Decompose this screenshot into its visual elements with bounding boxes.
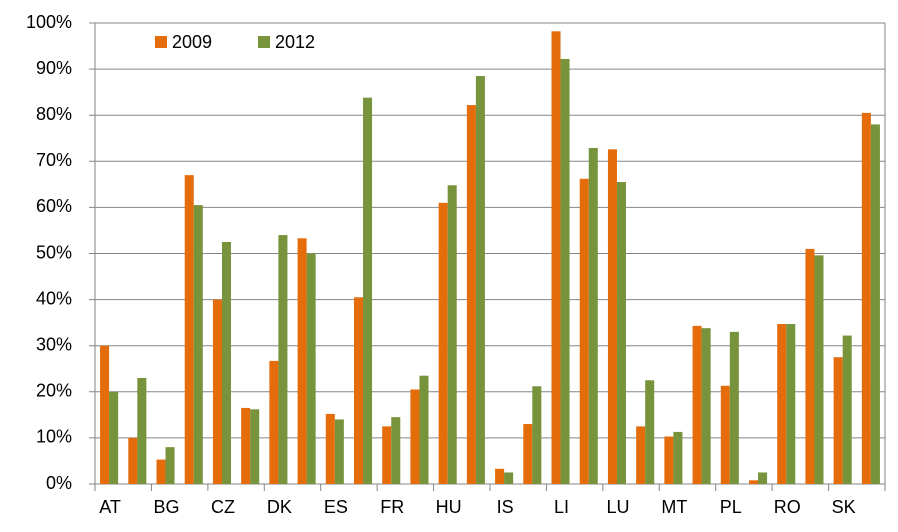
bar bbox=[184, 175, 194, 484]
x-tick-label: BG bbox=[154, 497, 180, 517]
y-tick-label: 20% bbox=[36, 381, 72, 401]
bar bbox=[128, 437, 138, 484]
y-tick-label: 30% bbox=[36, 334, 72, 354]
bar bbox=[221, 241, 231, 484]
bar bbox=[165, 447, 175, 484]
bar bbox=[495, 468, 505, 484]
bar bbox=[241, 407, 251, 484]
bar bbox=[777, 324, 787, 484]
bar bbox=[588, 147, 598, 484]
legend-swatch bbox=[155, 36, 167, 48]
bar bbox=[363, 97, 373, 484]
x-tick-label: SK bbox=[832, 497, 856, 517]
y-tick-label: 80% bbox=[36, 104, 72, 124]
x-tick-label: HU bbox=[436, 497, 462, 517]
bar bbox=[692, 325, 702, 484]
x-tick-label: IS bbox=[497, 497, 514, 517]
bar bbox=[551, 31, 561, 484]
x-tick-label: ES bbox=[324, 497, 348, 517]
bar bbox=[334, 419, 344, 484]
bar bbox=[720, 385, 730, 484]
y-tick-label: 0% bbox=[46, 473, 72, 493]
bar bbox=[504, 472, 514, 484]
bar bbox=[297, 238, 307, 484]
bar bbox=[673, 431, 683, 484]
x-tick-label: LU bbox=[606, 497, 629, 517]
bar bbox=[382, 426, 392, 484]
bar bbox=[156, 459, 166, 484]
x-tick-label: MT bbox=[661, 497, 687, 517]
bar bbox=[833, 357, 843, 484]
bar bbox=[786, 324, 796, 484]
y-tick-label: 50% bbox=[36, 242, 72, 262]
bar bbox=[306, 253, 316, 484]
bar bbox=[749, 480, 759, 484]
bar bbox=[475, 76, 485, 484]
x-tick-label: AT bbox=[99, 497, 121, 517]
y-tick-label: 40% bbox=[36, 288, 72, 308]
bar bbox=[861, 112, 871, 485]
legend-swatch bbox=[258, 36, 270, 48]
bar bbox=[325, 413, 335, 484]
y-tick-label: 70% bbox=[36, 150, 72, 170]
bar bbox=[438, 202, 448, 485]
bar bbox=[805, 248, 815, 484]
y-tick-label: 100% bbox=[26, 12, 72, 32]
legend-label: 2009 bbox=[172, 32, 212, 52]
bar bbox=[758, 472, 768, 484]
x-tick-label: PL bbox=[720, 497, 742, 517]
bar bbox=[560, 58, 570, 484]
legend-label: 2012 bbox=[275, 32, 315, 52]
bar bbox=[109, 391, 119, 484]
bar bbox=[354, 297, 364, 484]
bar bbox=[137, 377, 147, 484]
bar bbox=[193, 205, 203, 484]
bar bbox=[269, 360, 279, 484]
x-tick-label: LI bbox=[554, 497, 569, 517]
bar bbox=[870, 124, 880, 485]
bar bbox=[636, 426, 646, 484]
bar bbox=[391, 417, 401, 484]
bar bbox=[447, 185, 457, 484]
bar bbox=[729, 331, 739, 484]
bar bbox=[814, 255, 824, 484]
bar bbox=[607, 149, 617, 484]
bar bbox=[579, 178, 589, 484]
y-tick-label: 60% bbox=[36, 196, 72, 216]
bar bbox=[410, 389, 420, 484]
bar bbox=[212, 299, 222, 484]
bar bbox=[842, 335, 852, 484]
bar bbox=[278, 235, 288, 484]
x-tick-label: RO bbox=[774, 497, 801, 517]
x-tick-label: FR bbox=[380, 497, 404, 517]
bar bbox=[532, 386, 542, 484]
bar bbox=[419, 375, 429, 484]
bar bbox=[616, 182, 626, 485]
x-tick-label: CZ bbox=[211, 497, 235, 517]
x-tick-label: DK bbox=[267, 497, 292, 517]
bar bbox=[466, 105, 476, 485]
bar bbox=[645, 380, 655, 484]
y-tick-label: 90% bbox=[36, 58, 72, 78]
bar bbox=[523, 424, 533, 484]
bar bbox=[250, 409, 260, 484]
bar bbox=[664, 436, 674, 484]
bar bbox=[701, 328, 711, 484]
y-tick-label: 10% bbox=[36, 427, 72, 447]
bar bbox=[100, 345, 110, 484]
